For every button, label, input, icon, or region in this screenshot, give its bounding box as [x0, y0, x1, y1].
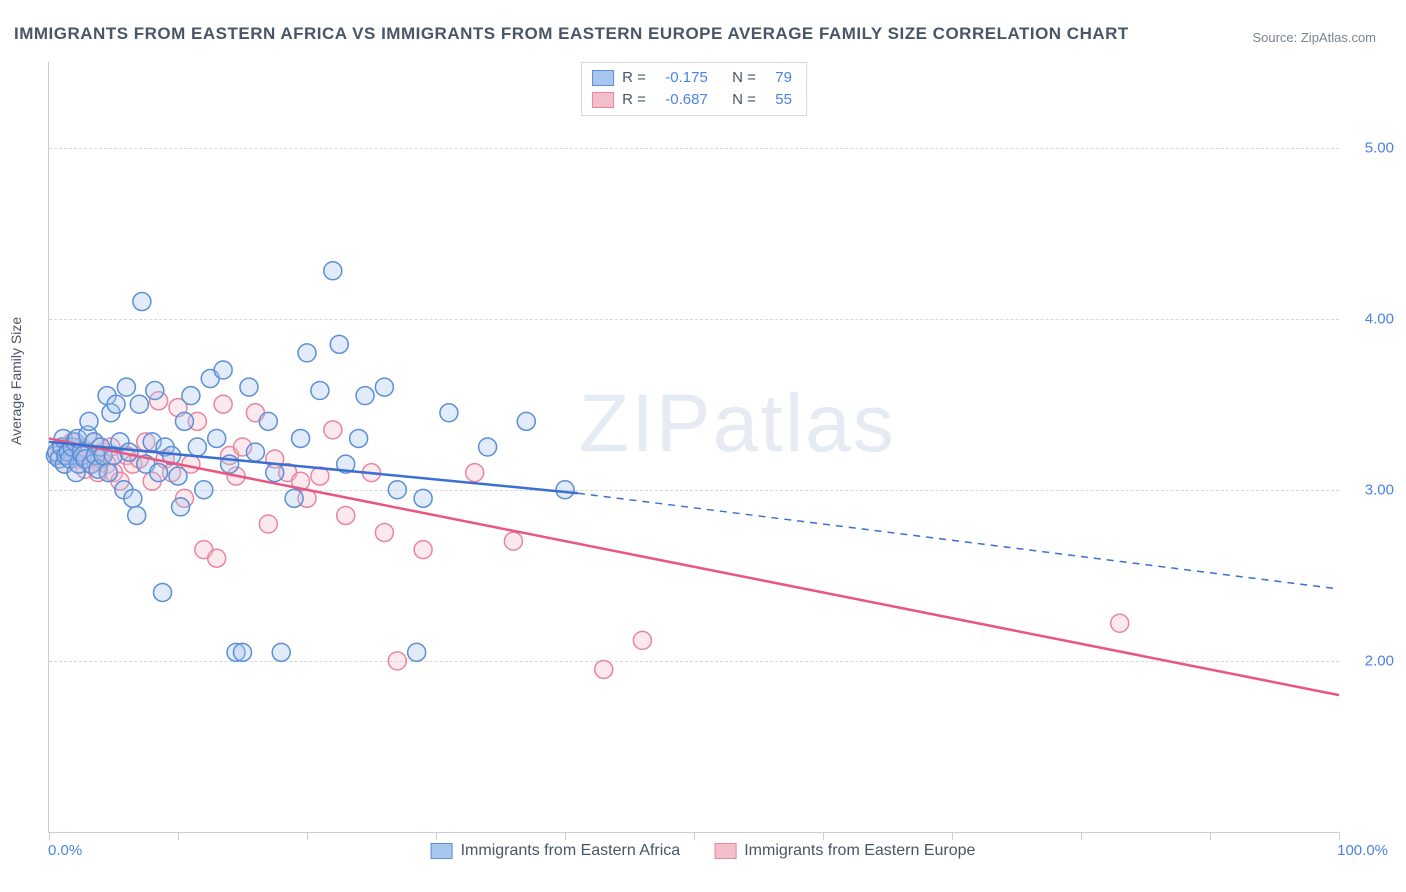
data-point [172, 498, 190, 516]
y-tick-label: 2.00 [1365, 652, 1394, 669]
data-point [285, 489, 303, 507]
data-point [124, 489, 142, 507]
chart-title: IMMIGRANTS FROM EASTERN AFRICA VS IMMIGR… [14, 24, 1129, 44]
data-point [107, 395, 125, 413]
x-tick [694, 832, 695, 840]
data-point [311, 382, 329, 400]
data-point [414, 541, 432, 559]
n-value-series2: 55 [764, 89, 792, 111]
data-point [466, 464, 484, 482]
r-label: R = [622, 67, 646, 89]
data-point [240, 378, 258, 396]
r-value-series1: -0.175 [654, 67, 708, 89]
data-point [272, 643, 290, 661]
data-point [266, 464, 284, 482]
data-point [80, 412, 98, 430]
data-point [175, 412, 193, 430]
data-point [356, 387, 374, 405]
data-point [182, 387, 200, 405]
data-point [154, 583, 172, 601]
n-label: N = [732, 67, 756, 89]
data-point [479, 438, 497, 456]
data-point [128, 506, 146, 524]
legend-item-series2: Immigrants from Eastern Europe [714, 842, 975, 860]
plot-area: 2.003.004.005.00 ZIPatlas R = -0.175 N =… [48, 62, 1339, 833]
data-point [504, 532, 522, 550]
data-point [298, 344, 316, 362]
data-point [130, 395, 148, 413]
swatch-series1-bottom [431, 843, 453, 859]
data-point [292, 429, 310, 447]
x-tick [823, 832, 824, 840]
data-point [633, 631, 651, 649]
r-value-series2: -0.687 [654, 89, 708, 111]
data-point [375, 378, 393, 396]
y-tick-label: 4.00 [1365, 310, 1394, 327]
data-point [440, 404, 458, 422]
y-axis-label: Average Family Size [8, 317, 24, 445]
data-point [1111, 614, 1129, 632]
data-point [388, 652, 406, 670]
data-point [214, 395, 232, 413]
data-point [169, 467, 187, 485]
data-point [150, 464, 168, 482]
x-tick [49, 832, 50, 840]
x-axis-min-label: 0.0% [48, 842, 82, 859]
data-point [246, 443, 264, 461]
x-tick [1210, 832, 1211, 840]
data-point [330, 335, 348, 353]
x-tick [1339, 832, 1340, 840]
r-label: R = [622, 89, 646, 111]
data-point [324, 262, 342, 280]
y-tick-label: 3.00 [1365, 481, 1394, 498]
data-point [133, 293, 151, 311]
legend-row-series2: R = -0.687 N = 55 [592, 89, 792, 111]
data-point [195, 481, 213, 499]
n-label: N = [732, 89, 756, 111]
data-point [99, 464, 117, 482]
data-point [208, 429, 226, 447]
series-legend: Immigrants from Eastern Africa Immigrant… [431, 842, 976, 860]
data-point [259, 515, 277, 533]
x-tick [1081, 832, 1082, 840]
data-point [337, 506, 355, 524]
x-tick [436, 832, 437, 840]
x-tick [952, 832, 953, 840]
chart-svg [49, 62, 1339, 832]
data-point [188, 438, 206, 456]
correlation-legend: R = -0.175 N = 79 R = -0.687 N = 55 [581, 62, 807, 116]
trendline-series1-dashed [578, 493, 1339, 589]
data-point [117, 378, 135, 396]
n-value-series1: 79 [764, 67, 792, 89]
legend-label-series2: Immigrants from Eastern Europe [744, 842, 975, 860]
data-point [408, 643, 426, 661]
data-point [324, 421, 342, 439]
swatch-series1 [592, 70, 614, 86]
x-tick [565, 832, 566, 840]
swatch-series2 [592, 92, 614, 108]
legend-label-series1: Immigrants from Eastern Africa [461, 842, 681, 860]
data-point [208, 549, 226, 567]
source-attribution: Source: ZipAtlas.com [1252, 30, 1376, 45]
data-point [214, 361, 232, 379]
data-point [556, 481, 574, 499]
data-point [517, 412, 535, 430]
x-axis-max-label: 100.0% [1337, 842, 1388, 859]
legend-row-series1: R = -0.175 N = 79 [592, 67, 792, 89]
data-point [259, 412, 277, 430]
data-point [375, 524, 393, 542]
data-point [414, 489, 432, 507]
x-tick [307, 832, 308, 840]
data-point [234, 643, 252, 661]
x-tick [178, 832, 179, 840]
swatch-series2-bottom [714, 843, 736, 859]
y-tick-label: 5.00 [1365, 139, 1394, 156]
data-point [350, 429, 368, 447]
legend-item-series1: Immigrants from Eastern Africa [431, 842, 681, 860]
data-point [146, 382, 164, 400]
data-point [388, 481, 406, 499]
data-point [595, 660, 613, 678]
